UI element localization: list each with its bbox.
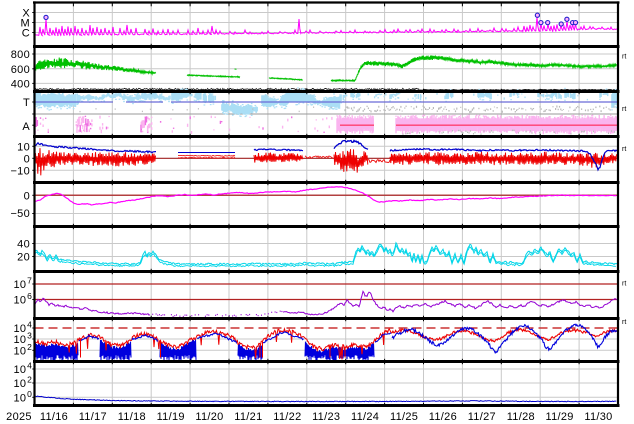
svg-text:−10: −10 <box>10 165 30 177</box>
svg-text:C: C <box>22 28 30 40</box>
svg-text:800: 800 <box>11 49 30 61</box>
svg-text:0: 0 <box>24 153 30 165</box>
svg-text:10: 10 <box>14 378 27 390</box>
svg-text:M: M <box>21 18 30 30</box>
svg-text:10: 10 <box>14 392 27 404</box>
svg-text:rt: rt <box>622 281 626 288</box>
svg-text:2: 2 <box>27 342 32 352</box>
svg-text:3: 3 <box>27 331 32 341</box>
svg-text:10: 10 <box>14 334 27 346</box>
svg-text:10: 10 <box>17 141 30 153</box>
svg-text:11/22: 11/22 <box>273 411 301 423</box>
svg-text:rt: rt <box>622 54 626 61</box>
svg-text:11/20: 11/20 <box>195 411 223 423</box>
svg-text:A: A <box>22 121 30 133</box>
svg-text:11/28: 11/28 <box>507 411 535 423</box>
svg-text:0: 0 <box>24 190 30 202</box>
svg-text:10: 10 <box>14 345 27 357</box>
svg-text:6: 6 <box>27 291 32 301</box>
svg-text:rt: rt <box>622 106 626 113</box>
svg-text:rt: rt <box>622 146 626 153</box>
svg-text:T: T <box>23 97 30 109</box>
svg-text:10: 10 <box>14 279 27 291</box>
svg-text:X: X <box>22 8 30 20</box>
svg-text:0: 0 <box>27 389 32 399</box>
svg-text:7: 7 <box>27 276 32 286</box>
svg-text:10: 10 <box>14 323 27 335</box>
svg-text:11/30: 11/30 <box>584 411 612 423</box>
svg-text:11/26: 11/26 <box>429 411 457 423</box>
svg-text:11/29: 11/29 <box>545 411 573 423</box>
svg-text:400: 400 <box>11 78 30 90</box>
svg-text:10: 10 <box>14 364 27 376</box>
svg-text:2025: 2025 <box>6 411 32 423</box>
svg-text:11/18: 11/18 <box>118 411 146 423</box>
svg-text:rt: rt <box>622 319 626 326</box>
svg-text:11/21: 11/21 <box>234 411 262 423</box>
svg-text:11/24: 11/24 <box>351 411 379 423</box>
svg-text:4: 4 <box>27 361 32 371</box>
svg-text:11/25: 11/25 <box>390 411 418 423</box>
svg-text:11/17: 11/17 <box>79 411 107 423</box>
svg-text:600: 600 <box>11 64 30 76</box>
svg-text:4: 4 <box>27 320 32 330</box>
svg-text:10: 10 <box>14 295 27 307</box>
svg-text:11/27: 11/27 <box>468 411 496 423</box>
svg-text:20: 20 <box>17 252 30 264</box>
svg-text:11/23: 11/23 <box>312 411 340 423</box>
svg-text:−50: −50 <box>10 208 30 220</box>
svg-text:2: 2 <box>27 375 32 385</box>
svg-text:40: 40 <box>17 239 30 251</box>
svg-text:11/19: 11/19 <box>157 411 185 423</box>
svg-text:11/16: 11/16 <box>40 411 68 423</box>
